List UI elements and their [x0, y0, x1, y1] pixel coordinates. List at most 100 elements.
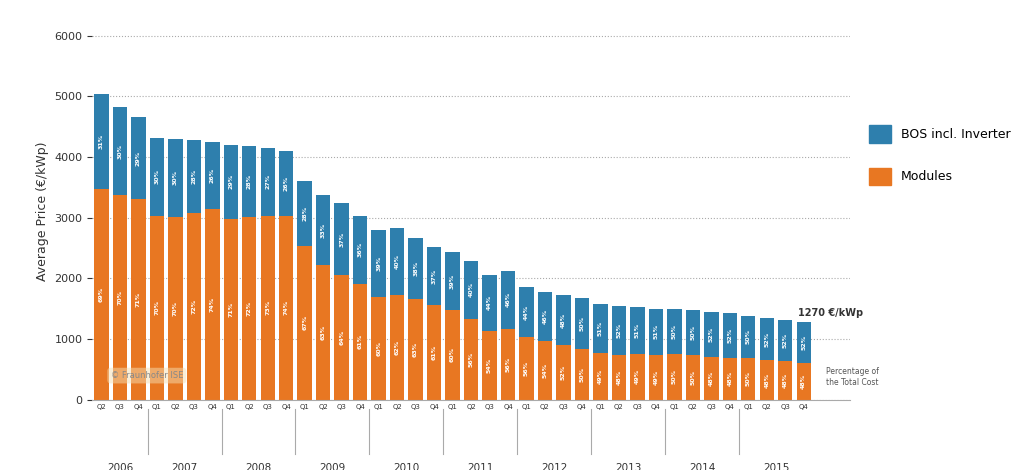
- Text: 67%: 67%: [302, 315, 307, 330]
- Text: 52%: 52%: [782, 333, 787, 348]
- Text: 38%: 38%: [413, 261, 418, 276]
- Bar: [630, 307, 644, 354]
- Bar: [316, 266, 331, 400]
- Bar: [648, 355, 664, 400]
- Bar: [131, 118, 145, 199]
- Bar: [538, 341, 552, 400]
- Text: 50%: 50%: [672, 369, 677, 384]
- Bar: [519, 337, 534, 400]
- Text: 62%: 62%: [394, 340, 399, 355]
- Text: 51%: 51%: [598, 321, 603, 336]
- Text: 48%: 48%: [801, 374, 806, 389]
- Bar: [242, 146, 256, 217]
- Bar: [316, 195, 331, 266]
- Text: 49%: 49%: [653, 369, 658, 385]
- Text: 37%: 37%: [431, 268, 436, 283]
- Text: 26%: 26%: [210, 168, 215, 183]
- Text: 69%: 69%: [99, 287, 103, 302]
- Bar: [538, 291, 552, 341]
- Bar: [186, 140, 201, 212]
- Text: 71%: 71%: [136, 292, 141, 307]
- Bar: [131, 199, 145, 400]
- Text: 46%: 46%: [543, 309, 548, 324]
- Bar: [223, 145, 238, 219]
- Bar: [741, 316, 756, 358]
- Text: 63%: 63%: [413, 342, 418, 357]
- Text: 44%: 44%: [524, 305, 529, 320]
- Y-axis label: Average Price (€/kWp): Average Price (€/kWp): [36, 142, 49, 281]
- Bar: [335, 275, 349, 400]
- Text: 28%: 28%: [247, 174, 252, 189]
- Text: 48%: 48%: [782, 373, 787, 388]
- Text: 48%: 48%: [561, 313, 566, 328]
- Text: 27%: 27%: [265, 174, 270, 189]
- Bar: [409, 298, 423, 400]
- Bar: [667, 354, 682, 400]
- Bar: [741, 358, 756, 400]
- Text: 46%: 46%: [506, 292, 511, 307]
- Text: 64%: 64%: [339, 330, 344, 345]
- Text: 36%: 36%: [357, 242, 362, 258]
- Text: 2006: 2006: [106, 463, 133, 470]
- Text: 2014: 2014: [689, 463, 715, 470]
- Text: 51%: 51%: [635, 323, 640, 338]
- Bar: [686, 355, 700, 400]
- Bar: [390, 295, 404, 400]
- Text: 56%: 56%: [506, 357, 511, 372]
- Text: 48%: 48%: [616, 369, 622, 384]
- Bar: [574, 349, 589, 400]
- Text: 50%: 50%: [690, 370, 695, 385]
- Bar: [797, 362, 811, 400]
- Bar: [482, 274, 497, 331]
- Text: 39%: 39%: [376, 256, 381, 271]
- Text: 28%: 28%: [302, 206, 307, 221]
- Bar: [501, 271, 515, 329]
- Bar: [686, 310, 700, 355]
- Bar: [298, 245, 312, 400]
- Bar: [797, 322, 811, 362]
- Text: 2008: 2008: [246, 463, 271, 470]
- Bar: [372, 297, 386, 400]
- Text: 37%: 37%: [339, 232, 344, 247]
- Text: 61%: 61%: [431, 345, 436, 360]
- Bar: [667, 309, 682, 354]
- Bar: [760, 360, 774, 400]
- Text: 49%: 49%: [598, 368, 603, 384]
- Bar: [556, 345, 570, 400]
- Text: 33%: 33%: [321, 223, 326, 238]
- Text: 1270 €/kWp: 1270 €/kWp: [798, 308, 863, 318]
- Bar: [482, 331, 497, 400]
- Text: 63%: 63%: [321, 325, 326, 340]
- Bar: [427, 305, 441, 400]
- Text: 52%: 52%: [561, 365, 566, 380]
- Text: 71%: 71%: [228, 302, 233, 317]
- Text: 52%: 52%: [764, 332, 769, 347]
- Bar: [519, 287, 534, 337]
- Text: 56%: 56%: [469, 352, 473, 367]
- Bar: [705, 312, 719, 357]
- Bar: [372, 230, 386, 297]
- Bar: [723, 313, 737, 358]
- Bar: [94, 189, 109, 400]
- Bar: [705, 357, 719, 400]
- Bar: [445, 252, 460, 310]
- Text: 44%: 44%: [487, 295, 492, 310]
- Text: 26%: 26%: [284, 176, 289, 191]
- Text: 52%: 52%: [616, 323, 622, 338]
- Bar: [168, 139, 182, 217]
- Bar: [113, 195, 127, 400]
- Bar: [223, 219, 238, 400]
- Text: 50%: 50%: [745, 329, 751, 344]
- Text: 70%: 70%: [118, 290, 123, 305]
- Text: 2011: 2011: [467, 463, 494, 470]
- Text: 74%: 74%: [210, 297, 215, 312]
- Text: 56%: 56%: [524, 360, 529, 376]
- Bar: [611, 306, 626, 355]
- Bar: [611, 355, 626, 400]
- Bar: [723, 358, 737, 400]
- Text: 50%: 50%: [745, 371, 751, 386]
- Text: 51%: 51%: [653, 324, 658, 339]
- Bar: [205, 142, 219, 209]
- Text: 50%: 50%: [580, 315, 585, 330]
- Bar: [778, 361, 793, 400]
